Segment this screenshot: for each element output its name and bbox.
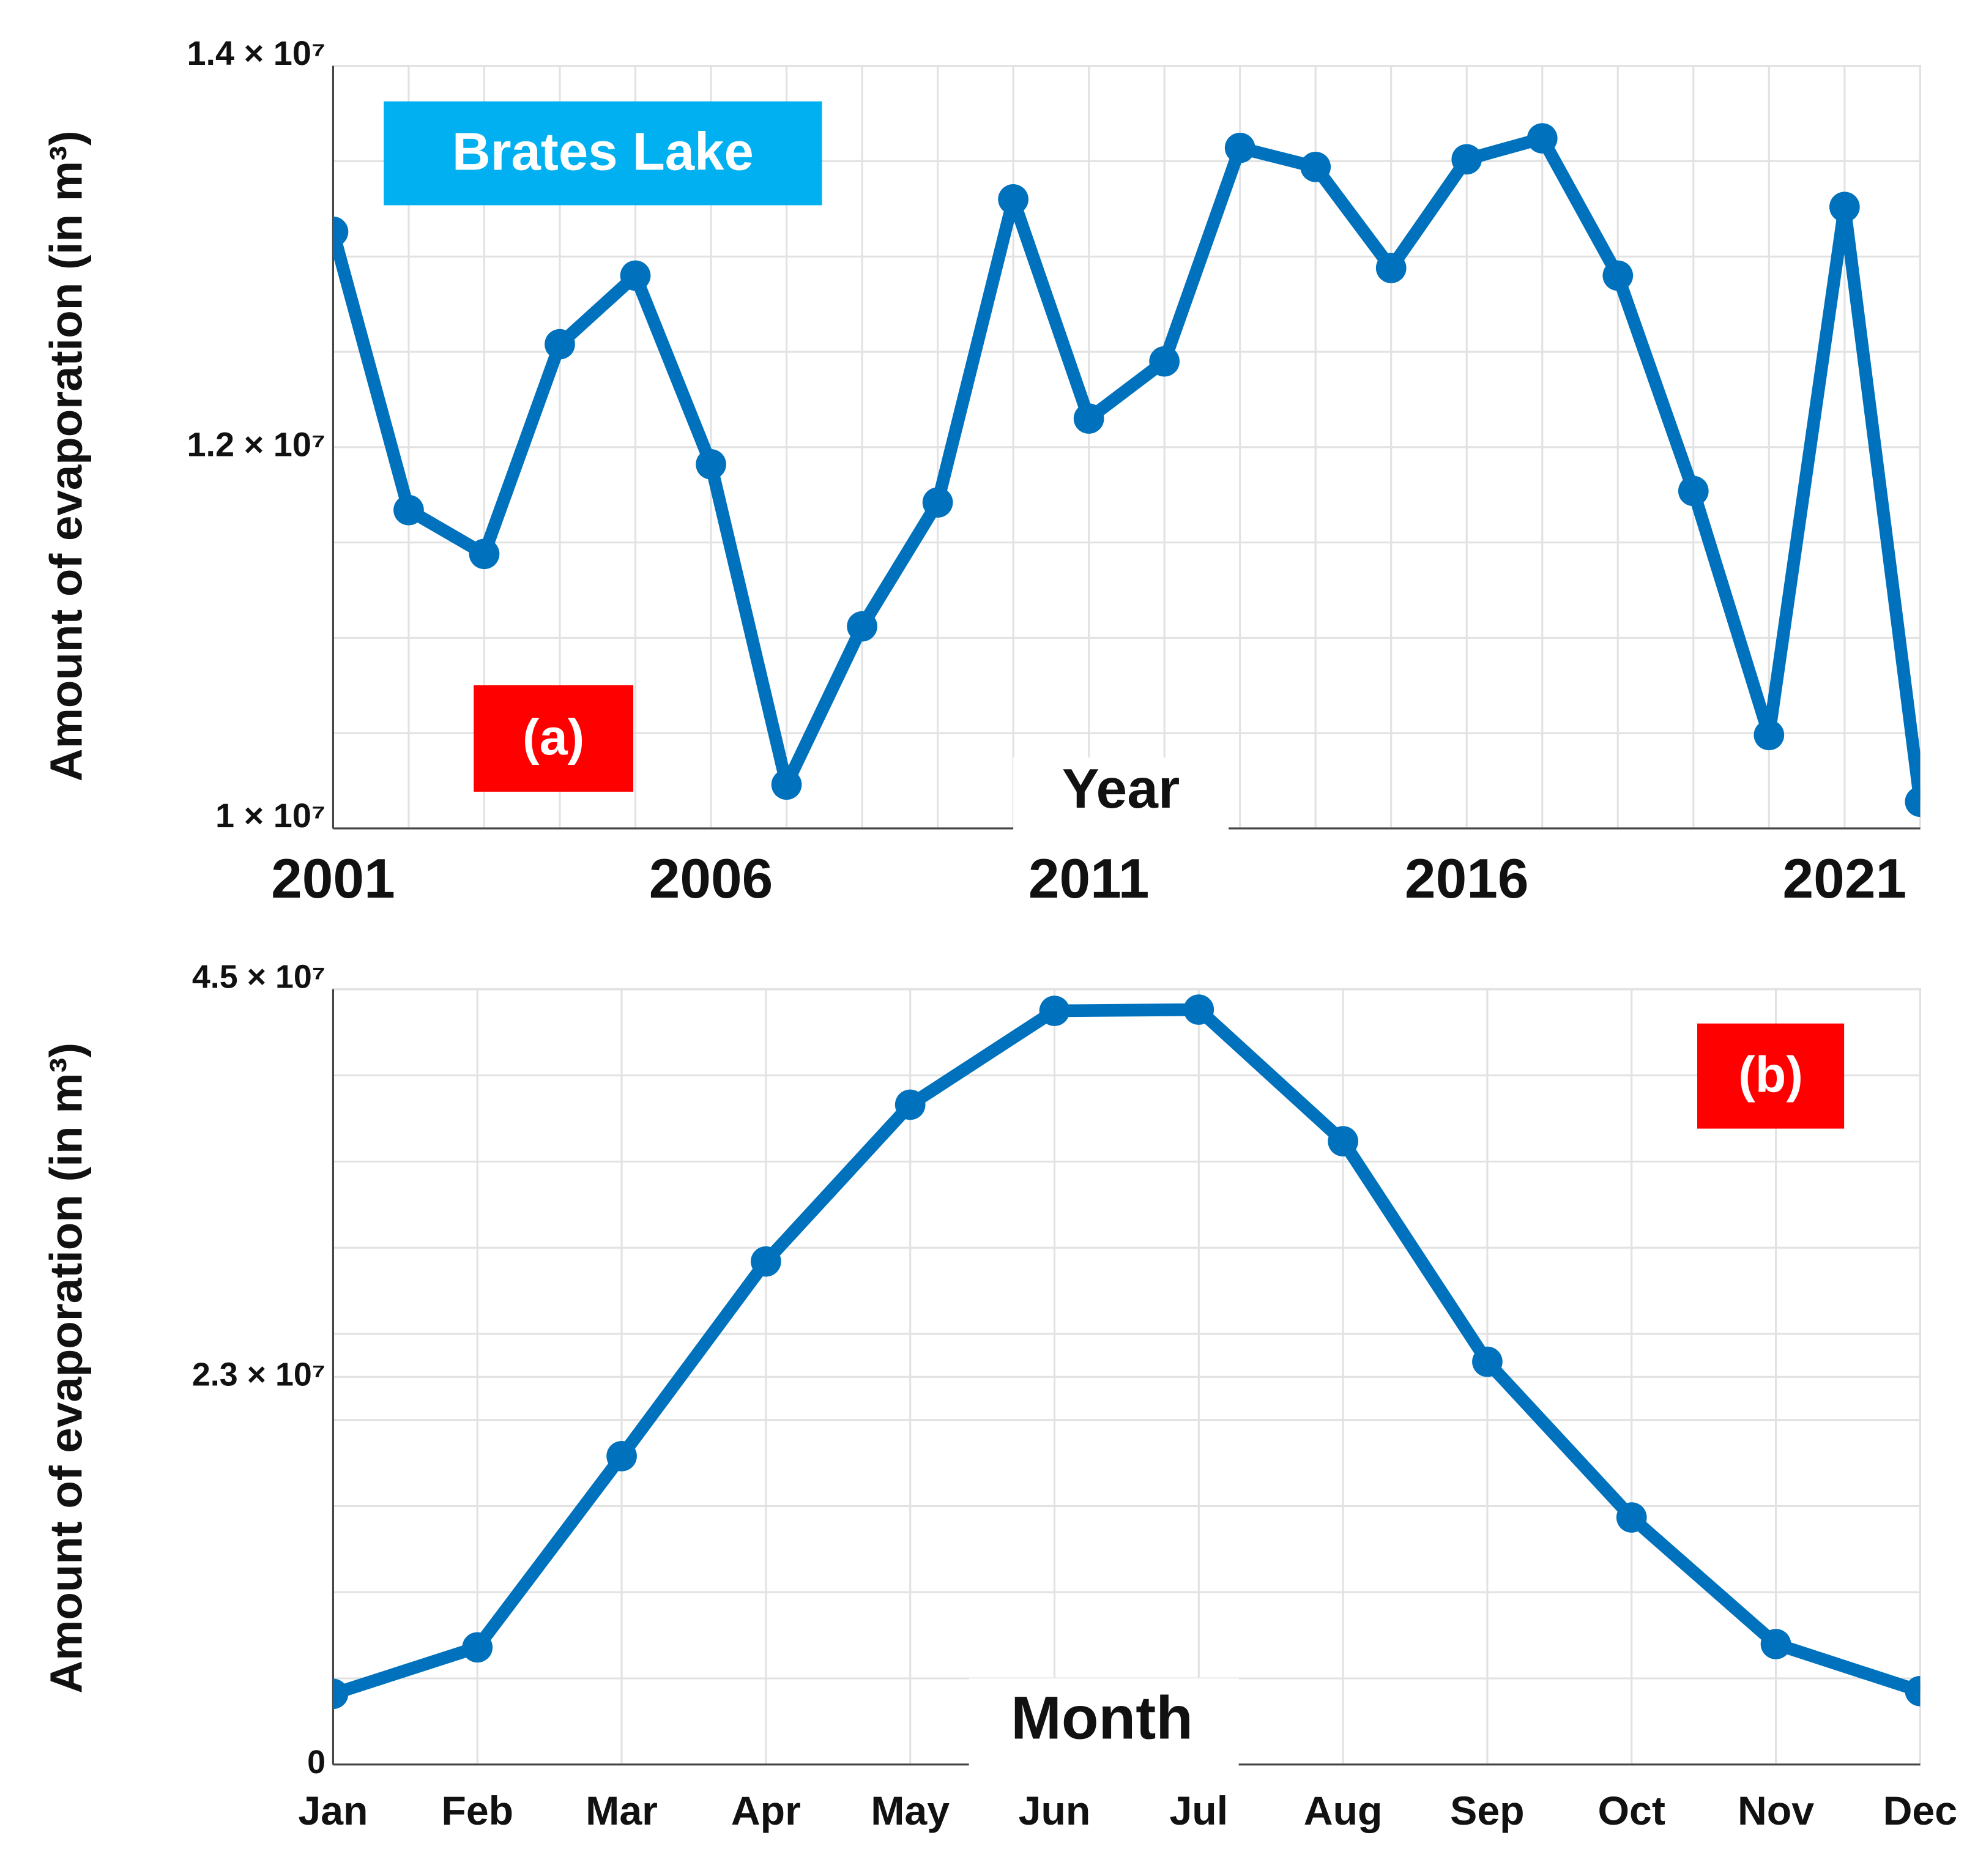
point [1905, 1676, 1921, 1707]
x-tick-label: Dec [1883, 1789, 1958, 1834]
point [1300, 151, 1331, 182]
y-tick-label: 1 × 10⁷ [215, 796, 325, 835]
panel-label-box [474, 685, 634, 792]
point [1760, 1629, 1791, 1659]
panel-label-box [1697, 1023, 1845, 1129]
x-tick-label: Mar [586, 1789, 658, 1834]
point [847, 611, 877, 642]
point [462, 1632, 493, 1663]
point [469, 538, 500, 570]
point [1183, 994, 1214, 1025]
x-tick-label: Aug [1304, 1789, 1383, 1834]
point [333, 216, 349, 247]
point [1328, 1126, 1358, 1157]
point [1527, 123, 1558, 154]
label-box [384, 101, 822, 206]
point [696, 449, 726, 480]
point [1678, 475, 1709, 507]
x-tick-label: Oct [1598, 1789, 1665, 1834]
x-tick-label: 2016 [1405, 848, 1529, 910]
x-tick-label: Feb [441, 1789, 513, 1834]
point [1073, 403, 1104, 434]
point [606, 1440, 637, 1472]
x-tick-label: 2011 [1028, 848, 1150, 910]
point [620, 260, 651, 291]
x-tick-label: 2006 [649, 848, 773, 910]
point [998, 184, 1028, 215]
line [333, 1003, 1921, 1700]
point [1472, 1346, 1503, 1377]
x-tick-label: Jul [1169, 1789, 1228, 1834]
y-tick-label: 0 [307, 1744, 325, 1781]
point [1616, 1502, 1647, 1533]
y-tick-label: 1.4 × 10⁷ [187, 34, 325, 72]
series-group [333, 994, 1921, 1710]
point [922, 487, 953, 518]
y-tick-label: 1.2 × 10⁷ [187, 425, 325, 464]
x-axis-label: Year [1062, 758, 1180, 820]
point [393, 494, 424, 526]
point [1754, 720, 1785, 751]
x-tick-label: Nov [1738, 1789, 1814, 1834]
point [333, 1678, 349, 1710]
series-group [333, 123, 1921, 817]
point [1602, 260, 1634, 291]
point [1829, 192, 1860, 223]
y-axis-label: Amount of evaporation (in m³) [41, 1043, 92, 1694]
point [1039, 996, 1070, 1026]
line [333, 132, 1921, 803]
point [1375, 253, 1407, 283]
x-tick-label: 2001 [271, 848, 395, 910]
point [1149, 346, 1180, 377]
point [1451, 144, 1482, 175]
x-tick-label: Jan [298, 1789, 368, 1834]
x-label-background [969, 1678, 1239, 1767]
point [751, 1246, 781, 1277]
x-axis-label: Month [1011, 1684, 1193, 1752]
y-axis-label: Amount of evaporation (in m³) [41, 130, 92, 781]
x-tick-label: Sep [1450, 1789, 1524, 1834]
label-box-text: Brates Lake [452, 122, 754, 182]
x-tick-label: 2021 [1783, 848, 1907, 910]
x-tick-label: Jun [1019, 1789, 1091, 1834]
panel-label: (a) [523, 709, 584, 765]
panel-label: (b) [1738, 1046, 1803, 1103]
point [1224, 132, 1255, 163]
x-tick-label: Apr [731, 1789, 801, 1834]
point [545, 329, 575, 360]
x-label-background [1013, 757, 1229, 832]
point [771, 769, 802, 800]
y-tick-label: 2.3 × 10⁷ [192, 1357, 325, 1393]
point [894, 1089, 926, 1120]
point [1905, 786, 1921, 817]
y-tick-label: 4.5 × 10⁷ [192, 958, 325, 995]
x-tick-label: May [871, 1789, 950, 1834]
